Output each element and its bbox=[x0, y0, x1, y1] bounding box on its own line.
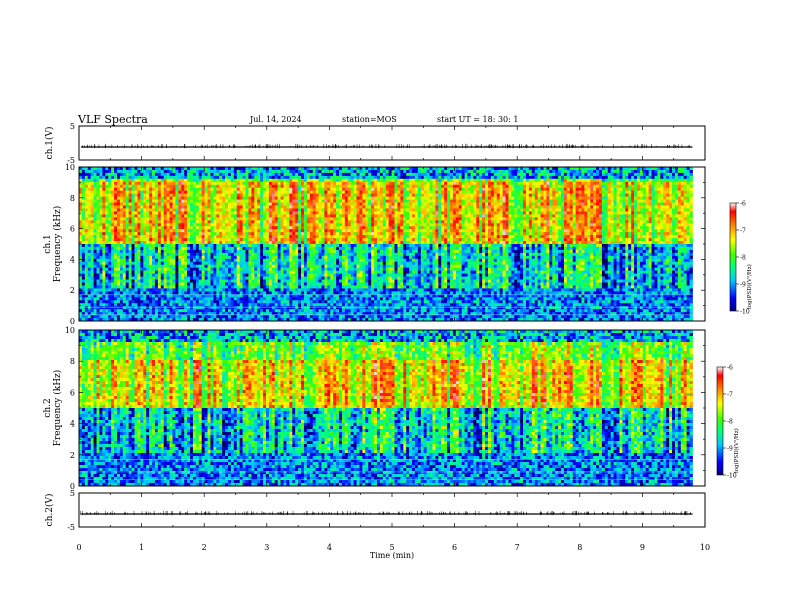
spectrogram-ch2-spectrogram bbox=[79, 330, 693, 486]
y-tick-label: 4 bbox=[70, 420, 75, 429]
colorbar-tick-label: -7 bbox=[740, 228, 746, 235]
y-tick-label: 4 bbox=[70, 255, 75, 264]
colorbar-gradient bbox=[717, 367, 723, 475]
colorbar-tick-label: -8 bbox=[727, 419, 733, 426]
panel-frame bbox=[79, 126, 705, 160]
y-axis-label: Frequency (kHz) bbox=[52, 370, 63, 447]
y-tick-label: 2 bbox=[70, 286, 75, 295]
colorbar-tick-label: -6 bbox=[740, 201, 746, 208]
panel-frame bbox=[79, 493, 705, 527]
x-tick-label: 8 bbox=[577, 543, 582, 552]
x-tick-label: 3 bbox=[264, 543, 269, 552]
x-tick-label: 9 bbox=[640, 543, 645, 552]
colorbar-tick-label: -8 bbox=[740, 255, 746, 262]
colorbar-gradient bbox=[730, 203, 736, 311]
y-tick-label: 8 bbox=[70, 357, 75, 366]
y-tick-label: -5 bbox=[67, 523, 75, 532]
x-tick-label: 0 bbox=[76, 543, 81, 552]
y-tick-label: 2 bbox=[70, 451, 75, 460]
y-axis-label: ch.1 bbox=[43, 234, 53, 253]
colorbar-label: log(PSD)(V²/Hz) bbox=[746, 264, 753, 309]
spectrogram-ch1-spectrogram bbox=[79, 167, 693, 321]
y-tick-label: 6 bbox=[70, 388, 75, 397]
y-tick-label: 8 bbox=[70, 194, 75, 203]
x-axis-label: Time (min) bbox=[370, 551, 414, 560]
panel-ch1-waveform: 5-5ch.1(V) bbox=[44, 122, 705, 165]
y-tick-label: 0 bbox=[70, 317, 75, 326]
colorbar-tick-label: -7 bbox=[727, 392, 733, 399]
vlf-figure: VLF Spectra Jul. 14, 2024 station=MOS st… bbox=[0, 0, 792, 612]
y-axis-label: ch.2(V) bbox=[44, 494, 55, 527]
colorbar-label: log(PSD)(V²/Hz) bbox=[733, 428, 740, 473]
colorbar-tick-label: -9 bbox=[727, 446, 733, 453]
y-tick-label: 6 bbox=[70, 225, 75, 234]
colorbar-tick-label: -9 bbox=[740, 282, 746, 289]
y-axis-label: Frequency (kHz) bbox=[52, 206, 63, 283]
y-tick-label: 5 bbox=[70, 122, 75, 131]
colorbar-tick-label: -6 bbox=[727, 365, 733, 372]
x-tick-label: 10 bbox=[700, 543, 710, 552]
x-tick-label: 4 bbox=[327, 543, 332, 552]
x-tick-label: 6 bbox=[452, 543, 457, 552]
y-tick-label: 10 bbox=[65, 163, 75, 172]
x-tick-label: 2 bbox=[202, 543, 207, 552]
y-axis-label: ch.2 bbox=[43, 398, 53, 417]
x-tick-label: 1 bbox=[139, 543, 144, 552]
plot-area: 5-5ch.1(V)-6-7-8-9-10log(PSD)(V²/Hz)0246… bbox=[0, 0, 792, 612]
y-tick-label: 10 bbox=[65, 326, 75, 335]
y-axis-label: ch.1(V) bbox=[44, 127, 55, 160]
x-tick-label: 7 bbox=[515, 543, 520, 552]
y-tick-label: 5 bbox=[70, 489, 75, 498]
